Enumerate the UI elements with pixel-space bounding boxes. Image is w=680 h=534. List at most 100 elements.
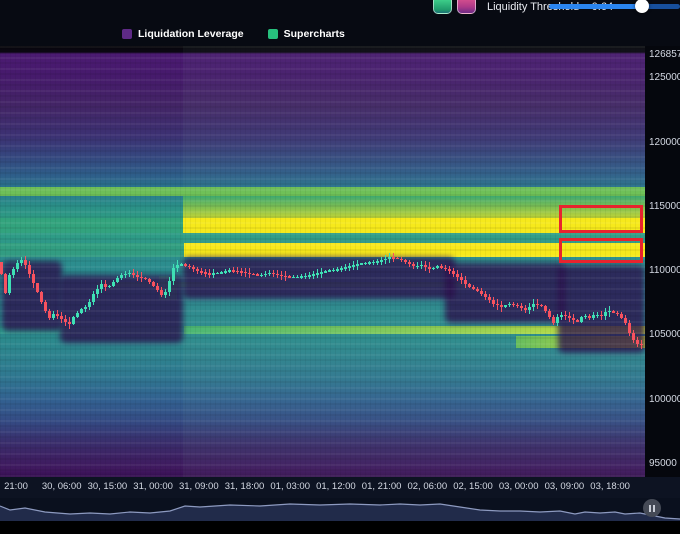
- candle-body: [252, 273, 255, 276]
- candle-body: [332, 269, 335, 272]
- candle-body: [120, 275, 123, 279]
- candle-body: [168, 280, 171, 292]
- candle-body: [368, 262, 371, 264]
- candle-body: [328, 270, 331, 272]
- y-tick-label: 120000: [649, 136, 680, 148]
- heatmap-band: [0, 187, 645, 196]
- candle-body: [448, 268, 451, 272]
- y-tick-label: 95000: [649, 457, 677, 469]
- candle-body: [440, 266, 443, 268]
- candle-body: [600, 314, 603, 317]
- liquidation-gradient-swatch[interactable]: [457, 0, 476, 14]
- x-tick-label: 01, 03:00: [270, 481, 310, 492]
- candle-body: [420, 264, 423, 267]
- heatmap-band: [183, 243, 645, 257]
- candle-body: [176, 264, 179, 268]
- candle-body: [392, 257, 395, 259]
- candle-body: [508, 303, 511, 306]
- candle-body: [524, 308, 527, 310]
- annotation-box: [559, 205, 643, 233]
- candle-body: [248, 272, 251, 275]
- candle-body: [460, 277, 463, 281]
- x-tick-label: 03, 09:00: [544, 481, 585, 492]
- candle-body: [32, 274, 35, 284]
- candle-body: [500, 305, 503, 308]
- heatmap-band: [0, 218, 183, 233]
- slider-knob[interactable]: [635, 0, 649, 13]
- candle-body: [312, 274, 315, 276]
- liquidity-threshold-slider[interactable]: [549, 0, 680, 13]
- candle-body: [612, 310, 615, 313]
- candle-body: [452, 271, 455, 274]
- candle-body: [540, 304, 543, 307]
- candle-body: [100, 284, 103, 289]
- candle-body: [164, 291, 167, 295]
- candle-body: [52, 313, 55, 318]
- candle-body: [588, 315, 591, 318]
- candle-body: [528, 306, 531, 310]
- candle-body: [260, 274, 263, 277]
- candle-body: [208, 273, 211, 275]
- candle-body: [8, 275, 11, 293]
- heatmap-band: [182, 196, 645, 218]
- candle-body: [272, 272, 275, 275]
- candle-body: [108, 285, 111, 288]
- candle-body: [408, 262, 411, 265]
- time-axis[interactable]: 21:00 30, 06:00 30, 15:00 31, 00:00 31, 09:0…: [0, 477, 680, 498]
- candle-body: [360, 263, 363, 265]
- candle-body: [432, 267, 435, 270]
- candle-body: [136, 274, 139, 277]
- legend-item-supercharts[interactable]: Supercharts: [267, 28, 345, 40]
- candle-body: [364, 262, 367, 265]
- candle-body: [404, 260, 407, 263]
- y-tick-label: 110000: [649, 265, 680, 277]
- x-tick-label: 30, 15:00: [87, 481, 128, 492]
- candle-body: [228, 270, 231, 272]
- candle-body: [472, 286, 475, 289]
- candle-body: [572, 318, 575, 320]
- heatmap-plot[interactable]: coinglass: [0, 46, 645, 477]
- candle-body: [140, 276, 143, 279]
- candle-body: [536, 303, 539, 306]
- navigator-resize-handle[interactable]: [643, 499, 661, 517]
- candle-body: [256, 274, 259, 276]
- consumed-liquidity-zone: [558, 265, 645, 353]
- candle-body: [320, 272, 323, 274]
- x-tick-label: 01, 21:00: [361, 481, 402, 492]
- legend-label: Liquidation Leverage: [138, 28, 244, 40]
- x-tick-label: 02, 15:00: [453, 481, 493, 492]
- candle-body: [616, 312, 619, 315]
- y-tick-label: 115000: [649, 200, 680, 212]
- candle-body: [200, 271, 203, 273]
- heatmap-band: [183, 326, 645, 335]
- legend: Liquidation Leverage Supercharts: [122, 27, 345, 41]
- candle-body: [496, 303, 499, 306]
- candle-body: [84, 307, 87, 310]
- price-axis[interactable]: 126857 125000 120000 115000 110000 105000 1000…: [645, 46, 680, 477]
- candle-body: [304, 275, 307, 278]
- candle-body: [36, 283, 39, 292]
- candle-body: [344, 267, 347, 269]
- candle-body: [236, 270, 239, 273]
- y-tick-label: 100000: [649, 393, 680, 405]
- candle-body: [560, 314, 563, 317]
- candle-body: [192, 267, 195, 270]
- candle-body: [152, 282, 155, 286]
- candle-body: [92, 293, 95, 303]
- chart-navigator[interactable]: [0, 498, 680, 521]
- bottom-strip: [0, 521, 680, 534]
- candle-body: [492, 300, 495, 304]
- candle-body: [396, 257, 399, 260]
- candle-body: [68, 321, 71, 325]
- supercharts-gradient-swatch[interactable]: [433, 0, 452, 14]
- annotation-box: [559, 238, 643, 263]
- candle-body: [464, 280, 467, 284]
- candle-body: [412, 264, 415, 267]
- x-tick-label: 30, 06:00: [41, 481, 82, 492]
- candle-body: [76, 312, 79, 317]
- candle-body: [128, 272, 131, 275]
- candle-body: [224, 271, 227, 273]
- candle-body: [60, 315, 63, 319]
- legend-item-liquidation-leverage[interactable]: Liquidation Leverage: [122, 28, 244, 40]
